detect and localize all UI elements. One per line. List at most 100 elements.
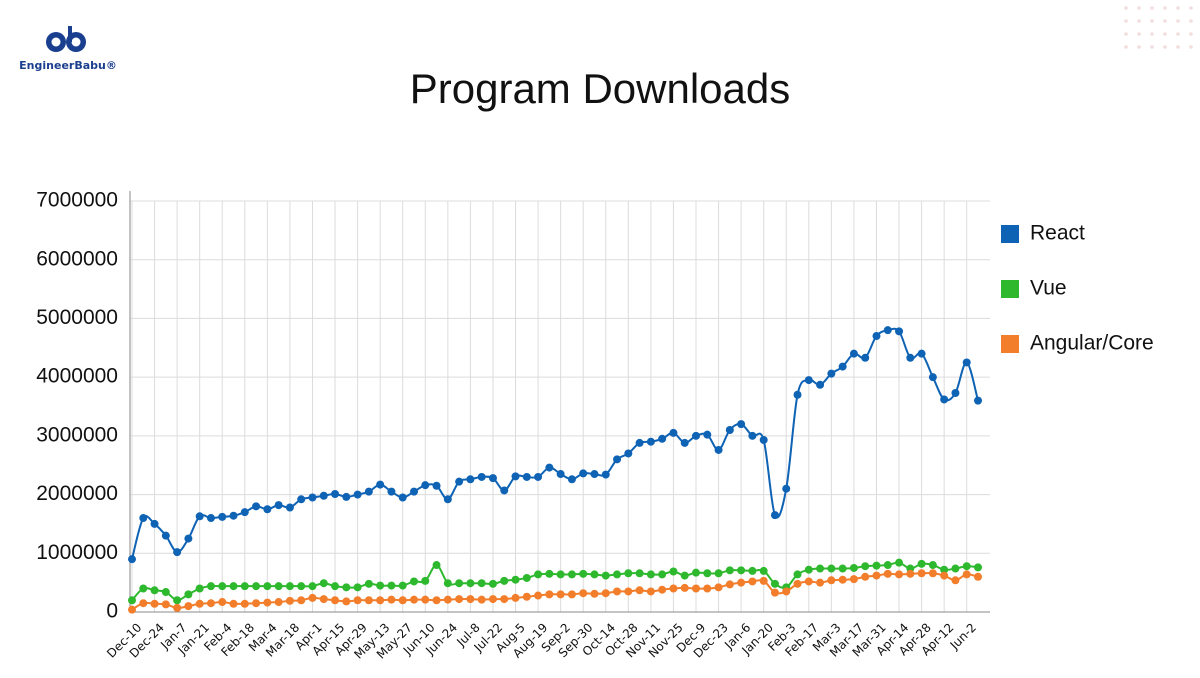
data-point xyxy=(669,567,678,576)
data-point xyxy=(398,493,407,502)
data-point xyxy=(511,593,520,602)
data-point xyxy=(297,582,306,591)
data-point xyxy=(940,565,949,574)
data-point xyxy=(331,596,340,605)
data-point xyxy=(274,598,283,607)
data-point xyxy=(951,388,960,397)
data-point xyxy=(161,588,170,597)
series-line xyxy=(131,572,979,611)
data-point xyxy=(782,587,791,596)
data-point xyxy=(421,595,430,604)
decor-dot xyxy=(1163,19,1167,23)
data-point xyxy=(240,582,249,591)
legend-label: Angular/Core xyxy=(1030,332,1154,355)
data-point xyxy=(488,474,497,483)
data-point xyxy=(849,563,858,572)
decor-dot xyxy=(1189,32,1193,36)
decor-dot xyxy=(1150,6,1154,10)
data-point xyxy=(928,561,937,570)
data-point xyxy=(206,582,215,591)
data-point xyxy=(793,390,802,399)
data-point xyxy=(748,577,757,586)
decor-dot xyxy=(1137,45,1141,49)
data-point xyxy=(951,564,960,573)
data-point xyxy=(534,472,543,481)
data-point xyxy=(410,595,418,604)
data-point xyxy=(466,595,475,604)
data-point xyxy=(872,332,881,341)
data-point xyxy=(770,579,779,588)
data-point xyxy=(692,568,700,577)
y-tick-label: 5000000 xyxy=(36,306,118,329)
decor-dot xyxy=(1124,45,1128,49)
data-point xyxy=(816,578,825,587)
data-point xyxy=(376,596,385,605)
data-point xyxy=(646,437,655,446)
data-point xyxy=(263,582,272,591)
data-point xyxy=(962,562,971,571)
data-point xyxy=(849,349,858,358)
data-point xyxy=(940,571,949,580)
data-point xyxy=(150,586,159,595)
data-point xyxy=(804,577,813,586)
y-tick-label: 0 xyxy=(106,600,118,623)
data-point xyxy=(962,570,971,579)
data-point xyxy=(252,502,261,511)
data-point xyxy=(759,576,768,585)
data-point xyxy=(432,481,441,490)
data-point xyxy=(195,512,204,521)
legend-label: Vue xyxy=(1030,277,1067,300)
data-point xyxy=(680,571,689,580)
data-point xyxy=(861,572,870,581)
legend-swatch xyxy=(1001,280,1019,298)
data-point xyxy=(229,582,238,591)
data-point xyxy=(285,582,294,591)
data-point xyxy=(297,495,306,504)
data-point xyxy=(827,576,836,585)
data-point xyxy=(263,505,272,514)
data-point xyxy=(353,596,362,605)
data-point xyxy=(556,590,565,599)
data-point xyxy=(319,579,328,588)
decor-dot xyxy=(1163,32,1167,36)
series-line xyxy=(131,327,979,560)
data-point xyxy=(500,595,509,604)
data-point xyxy=(579,469,588,478)
data-point xyxy=(917,569,926,578)
data-point xyxy=(477,579,486,588)
data-point xyxy=(613,570,622,579)
data-point xyxy=(161,600,170,609)
data-point xyxy=(590,570,599,579)
decor-dot xyxy=(1163,6,1167,10)
series-line xyxy=(131,561,979,602)
data-point xyxy=(285,596,294,605)
data-point xyxy=(816,564,825,573)
data-point xyxy=(759,566,768,575)
decor-dot xyxy=(1163,45,1167,49)
decor-dot xyxy=(1189,6,1193,10)
data-point xyxy=(714,445,723,454)
data-point xyxy=(849,575,858,584)
data-point xyxy=(827,564,836,573)
data-point xyxy=(646,587,655,596)
data-point xyxy=(488,595,497,604)
data-point xyxy=(816,380,825,389)
data-point xyxy=(342,597,351,606)
data-point xyxy=(714,569,723,578)
data-point xyxy=(364,596,373,605)
data-point xyxy=(173,603,182,612)
data-point xyxy=(906,353,915,362)
data-point xyxy=(206,514,215,523)
data-point xyxy=(872,561,881,570)
decor-dot xyxy=(1176,32,1180,36)
data-point xyxy=(297,596,306,605)
data-point xyxy=(658,434,667,443)
data-point xyxy=(680,438,689,447)
data-point xyxy=(500,576,509,585)
data-point xyxy=(974,396,982,405)
data-point xyxy=(737,420,746,429)
y-tick-label: 1000000 xyxy=(36,541,118,564)
decor-dot xyxy=(1124,32,1128,36)
data-point xyxy=(895,558,904,567)
data-point xyxy=(838,575,847,584)
